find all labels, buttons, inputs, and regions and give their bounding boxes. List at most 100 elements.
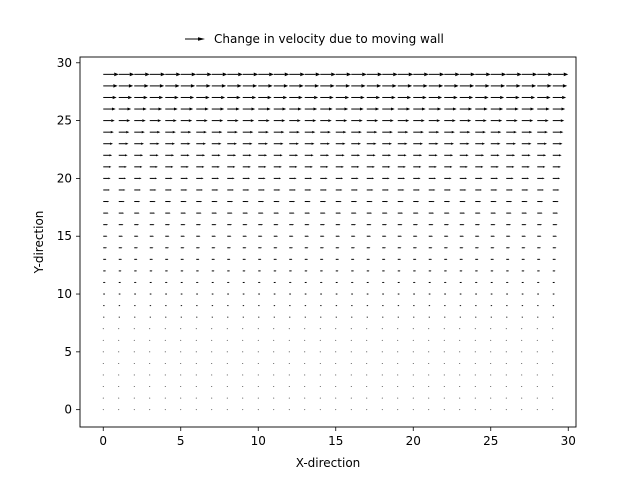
velocity-arrow bbox=[475, 304, 477, 307]
velocity-arrow bbox=[397, 362, 399, 364]
velocity-arrow bbox=[288, 397, 290, 399]
velocity-arrow bbox=[196, 189, 203, 191]
velocity-arrow bbox=[537, 84, 552, 88]
velocity-arrow bbox=[490, 177, 499, 180]
velocity-arrow bbox=[552, 84, 568, 88]
velocity-arrow bbox=[273, 95, 288, 100]
velocity-arrow bbox=[490, 258, 494, 261]
velocity-arrow bbox=[521, 351, 523, 353]
velocity-arrow bbox=[521, 339, 523, 341]
velocity-arrow bbox=[164, 351, 166, 353]
velocity-arrow bbox=[444, 304, 446, 307]
velocity-arrow bbox=[428, 235, 433, 237]
velocity-arrow bbox=[552, 270, 556, 272]
velocity-arrow bbox=[289, 154, 299, 157]
velocity-arrow bbox=[335, 386, 337, 387]
velocity-arrow bbox=[552, 72, 569, 77]
velocity-arrow bbox=[459, 177, 468, 180]
velocity-arrow bbox=[165, 316, 167, 318]
velocity-arrow bbox=[149, 397, 151, 399]
velocity-arrow bbox=[319, 409, 321, 411]
velocity-arrow bbox=[258, 84, 273, 88]
velocity-arrow bbox=[335, 107, 349, 111]
velocity-arrow bbox=[273, 293, 276, 295]
velocity-arrow bbox=[335, 177, 344, 180]
velocity-arrow bbox=[459, 107, 473, 111]
velocity-arrow bbox=[165, 270, 168, 272]
velocity-arrow bbox=[288, 374, 290, 376]
velocity-arrow bbox=[413, 72, 429, 77]
velocity-arrow bbox=[490, 107, 504, 111]
velocity-arrow bbox=[180, 119, 193, 122]
velocity-arrow bbox=[288, 386, 290, 387]
velocity-arrow bbox=[227, 177, 235, 180]
velocity-arrow bbox=[165, 258, 169, 261]
velocity-arrow bbox=[521, 328, 523, 330]
velocity-arrow bbox=[428, 177, 437, 180]
velocity-arrow bbox=[335, 328, 337, 330]
velocity-arrow bbox=[475, 270, 478, 272]
velocity-arrow bbox=[273, 362, 275, 364]
velocity-arrow bbox=[459, 165, 468, 168]
velocity-arrow bbox=[490, 316, 492, 318]
velocity-arrow bbox=[366, 95, 381, 100]
velocity-arrow bbox=[320, 72, 336, 77]
velocity-arrow bbox=[304, 304, 307, 307]
velocity-arrow bbox=[273, 165, 282, 168]
velocity-arrow bbox=[118, 247, 123, 249]
velocity-arrow bbox=[552, 258, 556, 261]
velocity-arrow bbox=[242, 339, 244, 341]
velocity-arrow bbox=[536, 362, 538, 364]
velocity-arrow bbox=[242, 281, 245, 284]
velocity-arrow bbox=[537, 119, 549, 122]
velocity-arrow bbox=[428, 328, 430, 330]
velocity-arrow bbox=[180, 212, 187, 214]
velocity-arrow bbox=[366, 130, 378, 134]
velocity-arrow bbox=[505, 374, 507, 376]
velocity-arrow bbox=[428, 200, 435, 203]
velocity-arrow bbox=[521, 189, 529, 191]
velocity-arrow bbox=[335, 374, 337, 376]
velocity-arrow bbox=[289, 270, 292, 272]
velocity-arrow bbox=[490, 142, 501, 145]
velocity-arrow bbox=[335, 95, 350, 100]
velocity-arrow bbox=[134, 130, 145, 134]
velocity-arrow bbox=[149, 270, 153, 272]
velocity-arrow bbox=[521, 107, 535, 111]
velocity-arrow bbox=[413, 281, 416, 284]
velocity-arrow bbox=[537, 235, 542, 237]
velocity-arrow bbox=[428, 270, 432, 272]
velocity-arrow bbox=[273, 316, 275, 318]
velocity-arrow bbox=[490, 247, 495, 249]
velocity-arrow bbox=[505, 351, 507, 353]
velocity-arrow bbox=[366, 154, 376, 157]
velocity-arrow bbox=[118, 223, 124, 226]
velocity-arrow bbox=[149, 362, 151, 364]
velocity-arrow bbox=[382, 72, 398, 77]
velocity-arrow bbox=[320, 119, 332, 122]
velocity-arrow bbox=[335, 119, 348, 122]
velocity-arrow bbox=[211, 362, 213, 364]
velocity-arrow bbox=[273, 351, 275, 353]
velocity-arrow bbox=[351, 316, 353, 318]
velocity-arrow bbox=[196, 316, 198, 318]
y-axis: 0 5 10 15 20 25 30 bbox=[57, 56, 80, 417]
velocity-arrow bbox=[273, 339, 275, 341]
velocity-arrow bbox=[304, 409, 306, 411]
velocity-arrow bbox=[475, 247, 479, 249]
velocity-arrow bbox=[273, 397, 275, 399]
velocity-arrow bbox=[258, 258, 262, 261]
velocity-arrow bbox=[258, 281, 261, 284]
velocity-arrow bbox=[118, 119, 131, 122]
velocity-arrow bbox=[444, 177, 452, 180]
velocity-arrow bbox=[475, 107, 488, 111]
velocity-arrow bbox=[288, 351, 290, 353]
velocity-arrow bbox=[289, 95, 303, 100]
x-tick-label: 15 bbox=[328, 434, 343, 448]
plot-frame bbox=[79, 56, 577, 428]
velocity-arrow bbox=[196, 154, 206, 157]
x-tick-label: 30 bbox=[561, 434, 576, 448]
velocity-arrow bbox=[537, 72, 553, 77]
velocity-arrow bbox=[428, 119, 441, 122]
velocity-arrow bbox=[149, 154, 159, 157]
